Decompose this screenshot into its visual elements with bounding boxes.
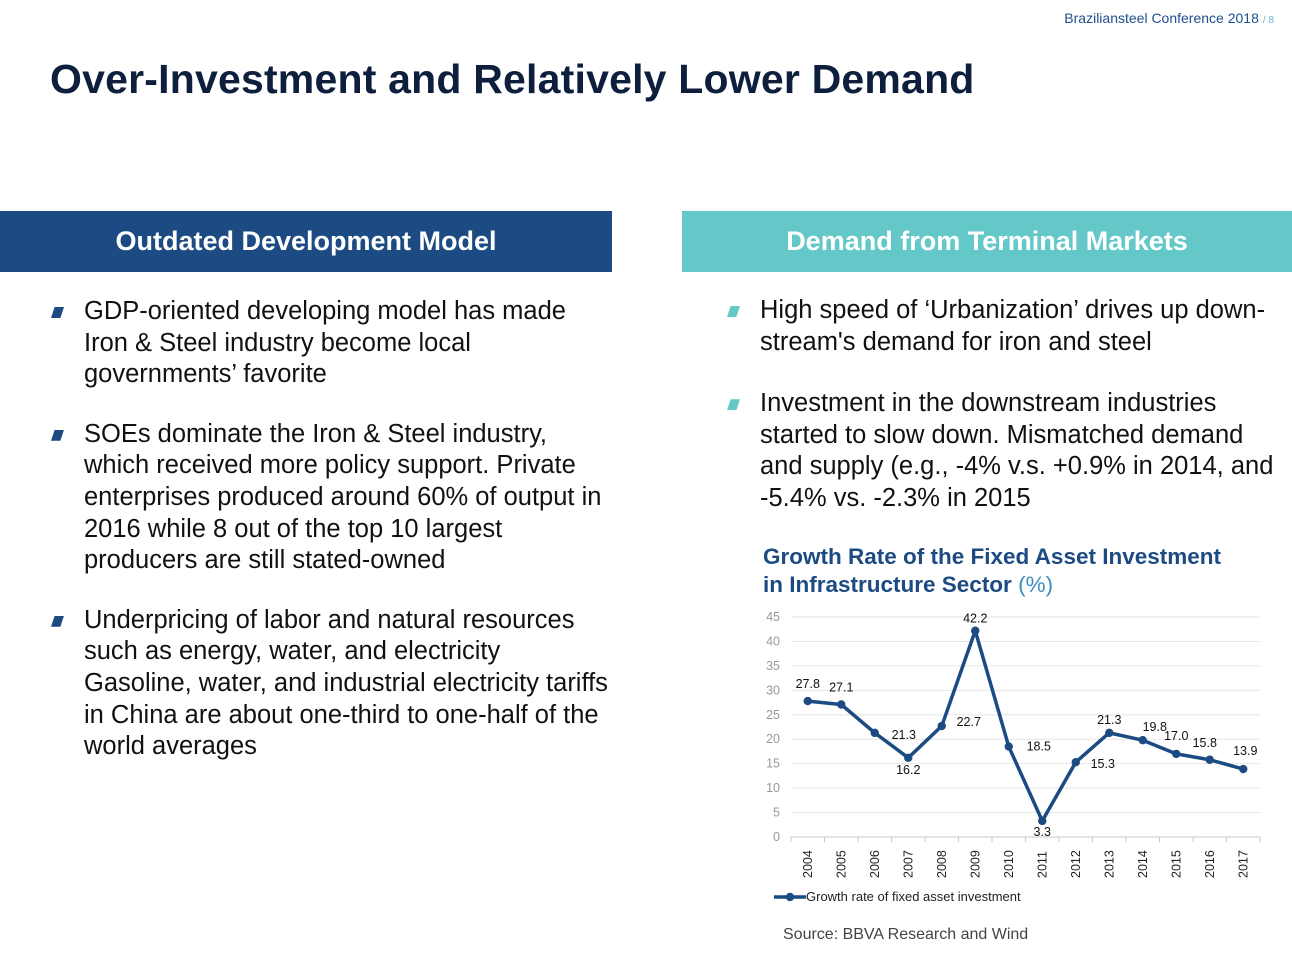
y-tick-label: 35 xyxy=(766,659,780,673)
left-section-heading: Outdated Development Model xyxy=(0,211,612,272)
legend-marker xyxy=(785,892,795,902)
data-point xyxy=(803,696,812,706)
data-point xyxy=(1038,816,1047,826)
data-label: 18.5 xyxy=(1027,740,1051,754)
bullet-marker-icon xyxy=(727,399,740,411)
data-label: 19.8 xyxy=(1143,720,1167,734)
bullet-marker-icon xyxy=(51,615,64,627)
x-tick-label: 2006 xyxy=(868,850,882,878)
x-tick-label: 2010 xyxy=(1002,850,1016,878)
data-label: 3.3 xyxy=(1034,825,1051,839)
series-line xyxy=(807,628,1244,823)
data-label: 22.7 xyxy=(957,715,981,729)
bullet-text: SOEs dominate the Iron & Steel industry,… xyxy=(84,419,602,575)
x-tick-label: 2014 xyxy=(1136,850,1150,878)
data-label: 15.8 xyxy=(1193,736,1217,750)
data-point xyxy=(1071,758,1080,767)
x-tick-label: 2004 xyxy=(801,850,815,878)
right-section-heading: Demand from Terminal Markets xyxy=(682,211,1292,272)
line-chart: 0 5 10 15 20 25 30 35 40 45 2004 2005 2006 2007 2008 20… xyxy=(766,610,1261,904)
y-tick-label: 25 xyxy=(766,708,780,722)
data-point xyxy=(1105,728,1114,738)
slide-title: Over-Investment and Relatively Lower Dem… xyxy=(50,56,975,102)
bullet-text: High speed of ‘Urbanization’ drives up d… xyxy=(760,296,1266,356)
x-tick-label: 2015 xyxy=(1169,850,1183,878)
data-label: 13.9 xyxy=(1233,744,1257,758)
y-tick-label: 15 xyxy=(766,757,780,771)
data-point xyxy=(1239,764,1248,774)
data-label: 21.3 xyxy=(892,728,916,742)
left-bullet-list: GDP-oriented developing model has made I… xyxy=(51,296,611,791)
data-label: 27.1 xyxy=(829,681,853,695)
data-label: 16.2 xyxy=(896,763,920,777)
data-label: 17.0 xyxy=(1164,729,1188,743)
bullet-item: SOEs dominate the Iron & Steel industry,… xyxy=(51,419,611,577)
data-label: 21.3 xyxy=(1097,713,1121,727)
data-point xyxy=(1138,736,1147,745)
y-tick-label: 30 xyxy=(766,683,780,697)
data-label: 42.2 xyxy=(963,612,987,626)
x-tick-label: 2007 xyxy=(901,850,915,878)
y-tick-label: 20 xyxy=(766,732,780,746)
bullet-marker-icon xyxy=(727,306,740,317)
y-tick-label: 10 xyxy=(766,781,780,795)
data-label: 27.8 xyxy=(796,677,820,691)
right-bullet-list: High speed of ‘Urbanization’ drives up d… xyxy=(727,295,1282,545)
x-tick-label: 2012 xyxy=(1069,850,1083,878)
x-tick-label: 2011 xyxy=(1035,851,1049,878)
bullet-item: High speed of ‘Urbanization’ drives up d… xyxy=(727,295,1282,358)
x-tick-label: 2017 xyxy=(1236,850,1250,878)
bullet-text: Underpricing of labor and natural resour… xyxy=(84,605,608,761)
bullet-marker-icon xyxy=(51,307,64,318)
data-point xyxy=(904,753,913,762)
y-tick-label: 45 xyxy=(766,610,780,624)
data-point xyxy=(1004,742,1013,751)
chart-title-unit: (%) xyxy=(1018,572,1054,597)
x-tick-label: 2013 xyxy=(1102,850,1116,878)
conference-label: Braziliansteel Conference 2018/ 8 xyxy=(1064,10,1274,26)
data-point xyxy=(870,728,879,738)
bullet-text: GDP-oriented developing model has made I… xyxy=(84,297,566,389)
data-point xyxy=(1205,755,1214,764)
data-point xyxy=(937,721,946,731)
bullet-item: Investment in the downstream industries … xyxy=(727,388,1282,514)
chart-title: Growth Rate of the Fixed Asset Investmen… xyxy=(763,544,1221,597)
x-tick-label: 2008 xyxy=(935,850,949,878)
y-tick-label: 40 xyxy=(766,634,780,648)
bullet-text: Investment in the downstream industries … xyxy=(760,389,1274,512)
bullet-marker-icon xyxy=(51,429,64,441)
bullet-item: Underpricing of labor and natural resour… xyxy=(51,605,611,763)
bullet-item: GDP-oriented developing model has made I… xyxy=(51,296,611,391)
x-tick-label: 2005 xyxy=(834,850,848,878)
y-tick-label: 0 xyxy=(773,830,780,844)
y-tick-label: 5 xyxy=(773,806,780,820)
data-label: 15.3 xyxy=(1091,757,1115,771)
legend-label: Growth rate of fixed asset investment xyxy=(806,889,1021,904)
source-note: Source: BBVA Research and Wind xyxy=(783,926,1029,943)
data-point xyxy=(1172,749,1181,759)
x-tick-label: 2009 xyxy=(968,850,982,878)
data-point xyxy=(837,700,846,709)
x-tick-label: 2016 xyxy=(1203,850,1217,878)
data-point xyxy=(971,626,980,635)
page-number: / 8 xyxy=(1262,15,1274,26)
